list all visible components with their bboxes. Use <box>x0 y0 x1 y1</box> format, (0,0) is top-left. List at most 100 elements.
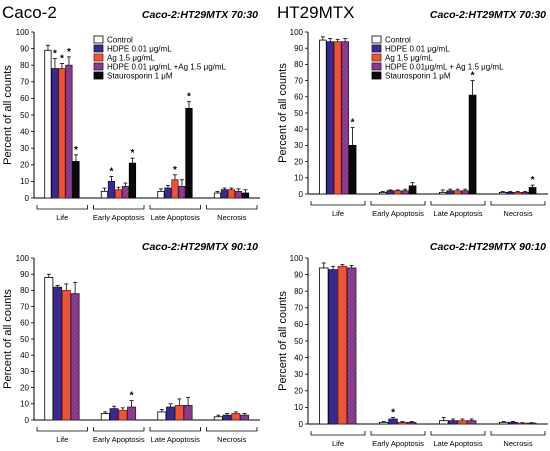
category-bracket <box>310 201 366 206</box>
y-tick-label: 20 <box>294 387 303 396</box>
legend-label: HDPE 0.01 μg/mL <box>107 45 172 54</box>
significance-marker: * <box>67 47 71 58</box>
bar <box>178 185 186 199</box>
category-label: Late Apoptosis <box>433 209 482 218</box>
y-tick-label: 10 <box>20 400 29 409</box>
bar <box>157 411 167 421</box>
bar <box>346 267 357 425</box>
y-tick-label: 100 <box>290 254 304 263</box>
y-tick-label: 30 <box>20 367 29 376</box>
y-tick-label: 40 <box>20 351 29 360</box>
bar <box>220 189 229 199</box>
category-label: Life <box>56 213 68 222</box>
bar <box>388 418 398 425</box>
category-bracket <box>36 205 88 210</box>
y-tick-label: 30 <box>294 370 303 379</box>
bar <box>227 189 236 199</box>
legend-swatch <box>371 53 382 62</box>
legend-label: Staurosporin 1 μM <box>385 72 451 81</box>
bar <box>240 414 250 421</box>
bar <box>171 179 179 199</box>
y-tick-label: 50 <box>294 337 303 346</box>
bar <box>157 190 165 199</box>
bar <box>174 405 184 421</box>
significance-marker: * <box>60 54 64 65</box>
category-bracket <box>490 201 546 206</box>
y-tick-label: 0 <box>299 190 304 199</box>
category-label: Necrosis <box>217 213 246 222</box>
condition-title: Caco-2:HT29MTX 70:30 <box>142 9 258 21</box>
y-tick-label: 60 <box>20 319 29 328</box>
bar <box>318 39 327 195</box>
category-label: Early Apoptosis <box>93 435 145 444</box>
bar <box>348 144 357 195</box>
bar <box>166 406 176 421</box>
bar <box>333 41 342 195</box>
bar <box>241 192 250 199</box>
category-bracket <box>206 427 258 432</box>
y-tick-label: 100 <box>16 28 30 37</box>
bar <box>506 191 515 195</box>
y-tick-label: 50 <box>294 109 303 118</box>
bar <box>406 421 417 425</box>
category-label: Life <box>56 435 68 444</box>
significance-marker: * <box>391 407 395 418</box>
category-bracket <box>206 205 258 210</box>
legend-swatch <box>93 53 104 62</box>
category-label: Late Apoptosis <box>151 435 200 444</box>
condition-title: Caco-2:HT29MTX 90:10 <box>430 241 546 253</box>
bar <box>109 408 119 421</box>
bar <box>58 68 66 199</box>
category-label: Early Apoptosis <box>372 209 424 218</box>
bar <box>44 277 54 421</box>
legend-swatch <box>93 44 104 53</box>
bar <box>231 413 241 421</box>
significance-marker: * <box>74 145 78 156</box>
category-label: Early Apoptosis <box>93 213 145 222</box>
bar <box>521 191 529 195</box>
bar <box>100 190 109 199</box>
y-tick-label: 70 <box>294 304 303 313</box>
category-label: Late Apoptosis <box>151 213 200 222</box>
legend-label: Ag 1.5 μg/mL <box>107 54 155 63</box>
bar <box>466 420 477 425</box>
bar <box>328 269 338 425</box>
y-tick-label: 40 <box>20 127 29 136</box>
bar <box>185 107 193 199</box>
bar <box>498 421 509 425</box>
significance-marker: * <box>53 49 57 60</box>
category-bracket <box>430 431 486 436</box>
bar <box>397 421 408 425</box>
cell-line-title: HT29MTX <box>277 3 354 22</box>
y-tick-label: 0 <box>25 194 30 203</box>
y-tick-label: 100 <box>290 28 304 37</box>
bar <box>222 414 232 421</box>
bar <box>401 190 409 195</box>
y-tick-label: 10 <box>294 174 303 183</box>
bar <box>526 422 537 425</box>
category-label: Life <box>332 439 344 448</box>
category-label: Necrosis <box>217 435 246 444</box>
category-bracket <box>370 201 426 206</box>
bar <box>164 187 172 199</box>
bar <box>121 185 130 199</box>
condition-title: Caco-2:HT29MTX 90:10 <box>142 241 258 253</box>
bar <box>448 420 458 425</box>
legend-label: HDPE 0.01 μg/mL +Ag 1.5 μg/mL <box>107 63 227 72</box>
y-tick-label: 20 <box>294 157 303 166</box>
legend-swatch <box>371 62 382 71</box>
y-tick-label: 80 <box>294 287 303 296</box>
bar <box>386 190 395 195</box>
y-axis-label: Percent of all counts <box>2 289 14 389</box>
bar <box>53 286 63 421</box>
legend-swatch <box>93 71 104 80</box>
chart-panel-2: HT29MTX Caco-2:HT29MTX 70:30 Percent of al… <box>277 3 548 218</box>
y-tick-label: 10 <box>20 177 29 186</box>
legend-swatch <box>371 71 382 80</box>
category-bracket <box>310 431 366 436</box>
significance-marker: * <box>351 118 355 129</box>
y-tick-label: 40 <box>294 125 303 134</box>
bar <box>118 409 128 421</box>
bar <box>457 420 468 425</box>
